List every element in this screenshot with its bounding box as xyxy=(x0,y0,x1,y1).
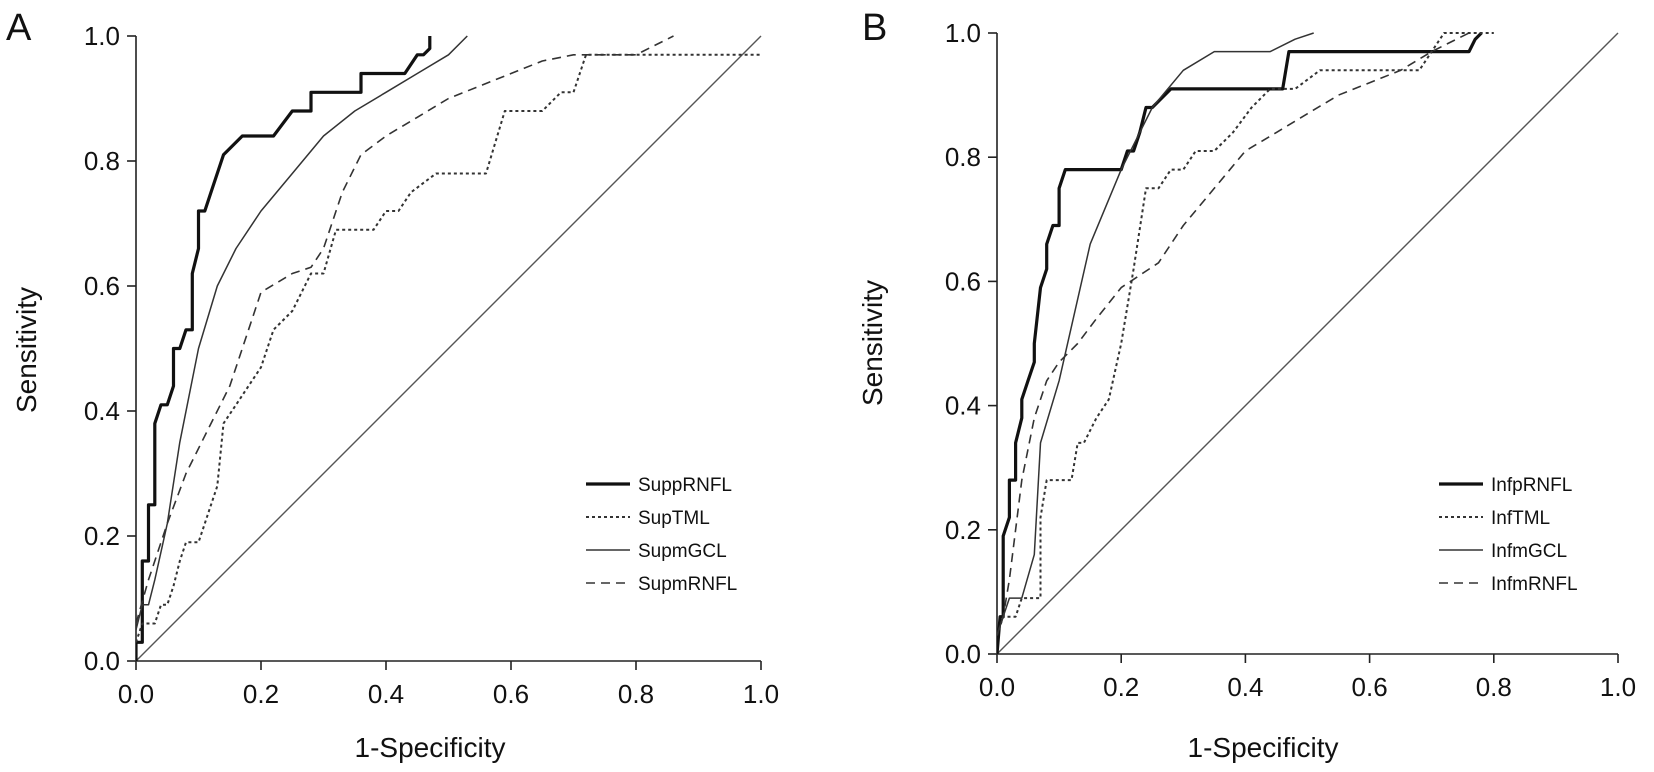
panel-b-y-tick-label: 1.0 xyxy=(945,18,981,48)
x-axis-title-a: 1-Specificity xyxy=(355,732,506,763)
panel-a-series-supprnfl xyxy=(136,36,432,661)
panel-b: B 1-Specificity Sensitivity 0.0 0.2 0.4 0.6… xyxy=(857,7,1636,763)
panel-a-x-tick-label: 0.0 xyxy=(118,679,154,709)
panel-a-legend-label-supmrnfl: SupmRNFL xyxy=(638,574,737,595)
panel-b-legend-label-inftml: InfTML xyxy=(1491,508,1550,529)
panel-b-x-tick-label: 0.0 xyxy=(979,672,1015,702)
panel-b-y-tick-label: 0.8 xyxy=(945,142,981,172)
panel-a-series-suptml xyxy=(136,53,761,643)
panel-a-y-tick-label: 0.6 xyxy=(84,271,120,301)
panel-a-legend-label-supprnfl: SuppRNFL xyxy=(638,475,732,496)
panel-a-reference-diagonal xyxy=(135,35,762,662)
panel-a-x-tick-label: 0.4 xyxy=(368,679,404,709)
panel-a-legend-label-suptml: SupTML xyxy=(638,508,710,529)
panel-b-y-tick-label: 0.4 xyxy=(945,391,981,421)
panel-a: A 1-Specificity Sensitivity 0.0 0.2 0.4 0.6… xyxy=(6,7,779,763)
panel-a-y-tick-label: 0.2 xyxy=(84,521,120,551)
panel-a-legend-label-supmgcl: SupmGCL xyxy=(638,541,727,562)
x-axis-title-b: 1-Specificity xyxy=(1188,732,1339,763)
panel-a-x-tick-label: 0.2 xyxy=(243,679,279,709)
panel-b-series-infprnfl xyxy=(997,31,1483,655)
panel-letter-a: A xyxy=(6,7,32,49)
panel-a-x-tick-label: 0.6 xyxy=(493,679,529,709)
panel-a-series-supmrnfl xyxy=(136,35,674,624)
panel-a-y-tick-label: 0.4 xyxy=(84,396,120,426)
panel-b-x-tick-label: 0.8 xyxy=(1476,672,1512,702)
y-axis-title-b: Sensitivity xyxy=(857,280,888,406)
panel-a-x-tick-label: 0.8 xyxy=(618,679,654,709)
panel-a-y-tick-label: 1.0 xyxy=(84,21,120,51)
panel-b-y-tick-label: 0.6 xyxy=(945,266,981,296)
panel-b-reference-diagonal xyxy=(996,32,1619,655)
panel-b-series-inftml xyxy=(997,32,1494,636)
panel-b-legend-label-infmgcl: InfmGCL xyxy=(1491,541,1567,562)
panel-b-x-tick-label: 1.0 xyxy=(1600,672,1636,702)
panel-b-x-tick-label: 0.2 xyxy=(1103,672,1139,702)
panel-b-series-infmgcl xyxy=(997,32,1314,636)
panel-a-legend: SuppRNFL SupTML SupmGCL SupmRNFL xyxy=(586,475,737,595)
panel-b-x-tick-label: 0.6 xyxy=(1352,672,1388,702)
panel-b-y-tick-label: 0.0 xyxy=(945,639,981,669)
panel-letter-b: B xyxy=(862,7,887,49)
y-axis-title-a: Sensitivity xyxy=(11,287,42,413)
panel-a-y-tick-label: 0.0 xyxy=(84,646,120,676)
panel-b-series-infmrnfl xyxy=(997,32,1470,636)
panel-a-series-supmgcl xyxy=(136,35,468,630)
panel-b-y-tick-label: 0.2 xyxy=(945,515,981,545)
panel-b-legend-label-infmrnfl: InfmRNFL xyxy=(1491,574,1578,595)
panel-b-legend-label-infprnfl: InfpRNFL xyxy=(1491,475,1572,496)
panel-b-x-tick-label: 0.4 xyxy=(1227,672,1263,702)
panel-a-y-tick-label: 0.8 xyxy=(84,146,120,176)
panel-a-x-tick-label: 1.0 xyxy=(743,679,779,709)
panel-b-legend: InfpRNFL InfTML InfmGCL InfmRNFL xyxy=(1439,475,1578,595)
